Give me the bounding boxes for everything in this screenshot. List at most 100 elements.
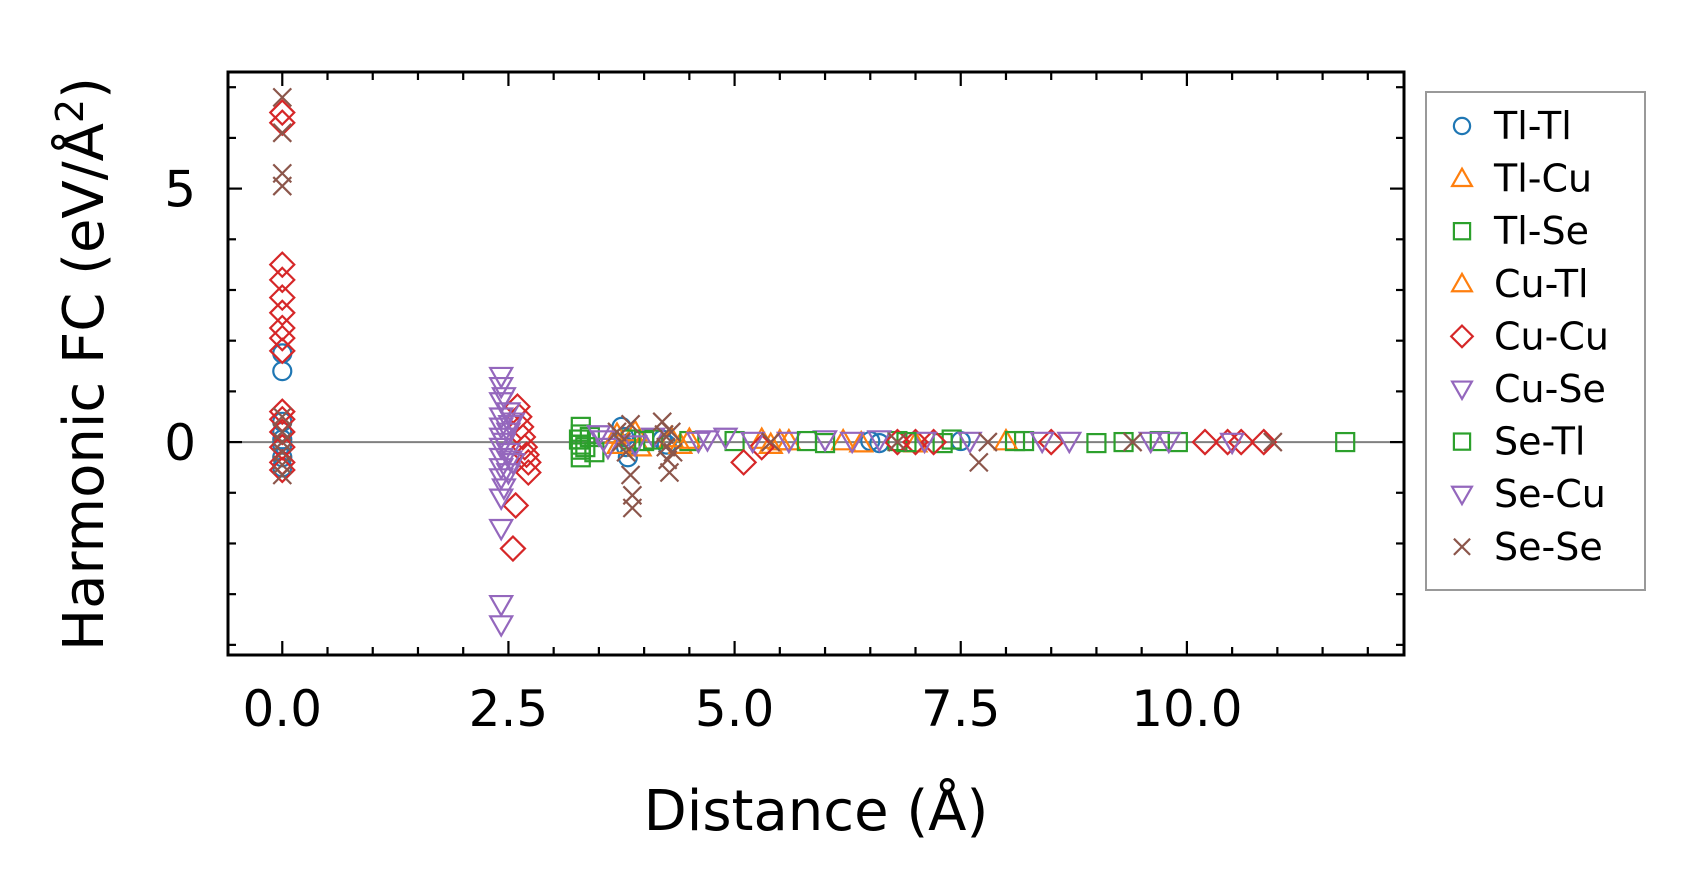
point-cu-cu [901,428,930,456]
legend-label: Se-Se [1494,525,1603,569]
point-cu-tl [605,431,632,454]
point-cu-tl [775,427,802,451]
series-se-se [272,87,1283,518]
point-se-se [622,498,643,518]
legend-label: Cu-Cu [1494,314,1609,358]
legend-item-cu-tl: Cu-Tl [1450,262,1589,306]
point-cu-se [488,594,515,618]
data-markers [268,87,1356,638]
point-se-se [611,432,632,452]
point-se-tl [575,437,596,458]
x-tick-label: 10.0 [1131,680,1242,738]
point-se-cu [956,431,983,455]
point-cu-se [488,518,515,542]
point-cu-cu [268,251,296,279]
series-se-cu [491,387,1246,501]
point-cu-se [812,430,838,453]
point-cu-cu [268,337,296,365]
point-se-se [659,462,680,483]
x-tick-label: 7.5 [921,680,1001,738]
point-cu-tl [676,426,703,449]
legend-label: Tl-Se [1493,209,1589,253]
point-se-se [272,123,293,143]
y-tick-label: 0 [164,414,196,472]
legend-frame [1425,91,1646,591]
series-cu-tl [604,421,1019,454]
point-cu-cu [1250,428,1278,456]
point-se-cu [497,414,524,438]
legend-marker-cu-tl [1450,271,1474,293]
point-cu-cu [268,109,296,137]
x-tick-label: 0.0 [243,680,323,738]
point-se-tl [634,430,655,452]
point-tl-se [1335,431,1356,453]
point-se-se [978,432,998,452]
legend-label: Se-Tl [1494,420,1586,464]
x-tick-label: 2.5 [469,680,549,738]
point-cu-tl [848,429,875,453]
point-cu-cu [1227,428,1255,456]
legend-item-cu-se: Cu-Se [1450,367,1606,411]
point-tl-cu [757,431,784,454]
point-cu-cu [268,99,296,127]
point-se-se [620,414,641,435]
point-cu-se [1056,431,1083,455]
point-cu-se [488,488,515,512]
point-se-cu [622,435,648,458]
legend: Tl-Tl Tl-Cu Tl-Se Cu-Tl Cu-Cu Cu-Se Se-Tl Se-Cu… [1425,91,1646,591]
point-se-cu [1219,432,1246,456]
legend-items: Tl-Tl Tl-Cu Tl-Se Cu-Tl Cu-Cu Cu-Se Se-Tl Se-Cu… [1449,104,1609,569]
legend-marker-se-cu [1450,485,1474,507]
point-tl-cu [830,427,857,451]
point-se-se [661,422,682,442]
point-cu-cu [1214,428,1242,456]
legend-marker-tl-cu [1450,166,1474,188]
point-se-se [620,465,641,485]
point-cu-cu [514,458,542,487]
y-tick-labels: 05 [164,161,196,472]
legend-label: Tl-Cu [1493,157,1592,201]
point-se-se [887,432,908,452]
point-se-cu [491,478,517,501]
point-tl-se [1086,432,1107,454]
legend-item-se-cu: Se-Cu [1450,472,1606,516]
plot-area: 0.0 2.5 5.0 7.5 10.0 05 [164,70,1406,738]
legend-item-tl-cu: Tl-Cu [1450,157,1592,201]
legend-label: Tl-Tl [1493,104,1572,148]
x-tick-labels: 0.0 2.5 5.0 7.5 10.0 [243,680,1243,738]
legend-marker-cu-se [1450,380,1474,402]
point-se-cu [497,450,524,474]
series-se-tl [568,429,1134,458]
x-axis-label: Distance (Å) [644,778,989,844]
point-cu-cu [920,428,948,456]
point-cu-cu [268,284,296,312]
point-tl-cu [667,431,694,454]
point-se-se [1263,432,1283,452]
y-axis-label-superscript: 2 [48,99,92,123]
point-se-se [272,422,293,442]
point-cu-se [866,430,893,453]
point-se-se [272,432,293,452]
legend-marker-tl-se [1452,222,1472,241]
point-cu-cu [730,448,758,476]
legend-marker-cu-cu [1449,324,1475,349]
point-se-se [272,465,293,485]
point-se-tl [568,429,590,450]
point-se-se [272,455,293,475]
point-cu-cu [502,491,530,520]
legend-label: Cu-Tl [1494,262,1589,306]
point-cu-se [712,427,739,451]
point-se-tl [796,430,818,452]
point-se-se [272,406,293,427]
point-se-se [760,432,781,452]
point-cu-cu [268,324,296,352]
point-cu-se [1137,431,1164,455]
point-se-cu [1155,431,1182,455]
point-se-cu [1029,431,1056,455]
point-se-cu [491,432,517,456]
axes-frame [226,70,1406,657]
point-se-se [663,442,683,462]
legend-marker-tl-tl [1452,116,1472,136]
point-se-se [1122,432,1143,452]
